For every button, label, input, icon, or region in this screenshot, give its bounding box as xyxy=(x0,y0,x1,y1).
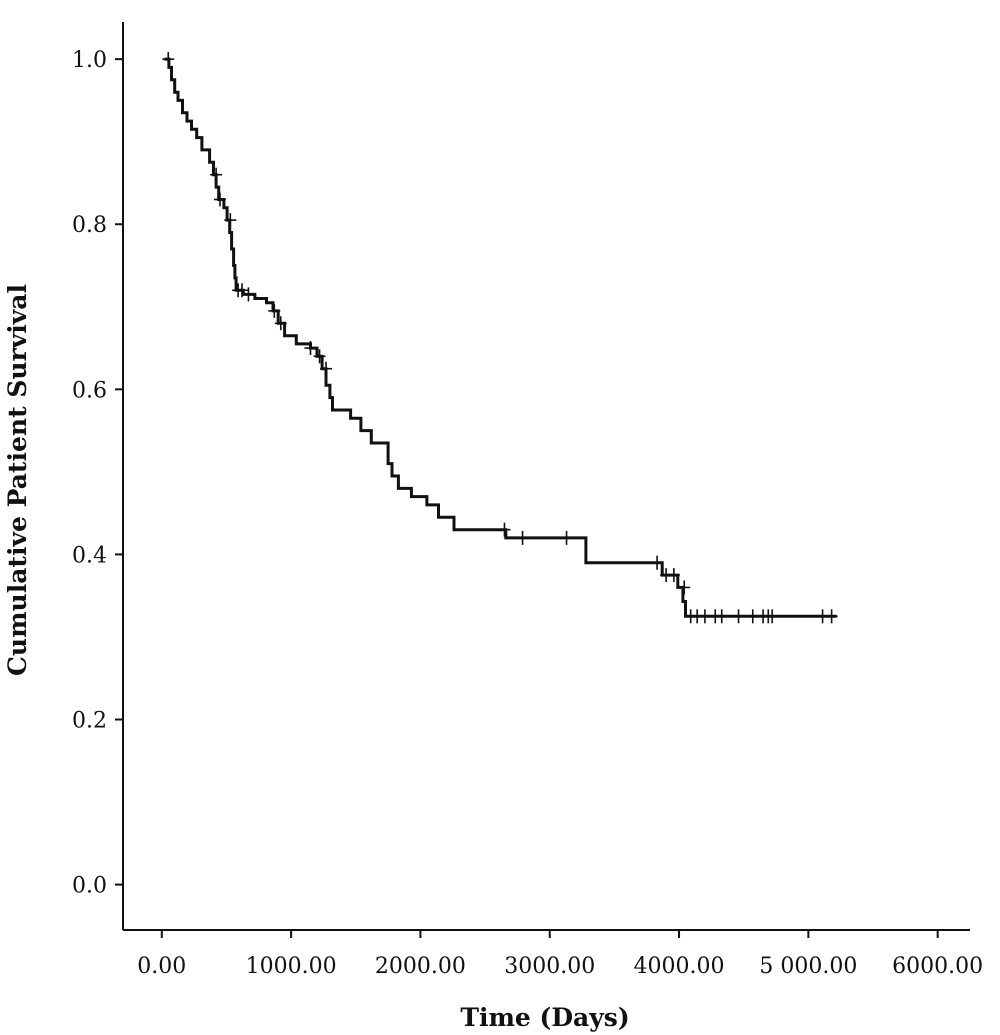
x-tick-label: 2000.00 xyxy=(375,954,466,979)
x-tick-label: 0.00 xyxy=(137,954,186,979)
y-axis-ticks: 0.0 0.2 0.4 0.6 0.8 1.0 xyxy=(72,48,123,899)
y-tick-label: 0.2 xyxy=(72,709,107,734)
censor-mark xyxy=(242,287,255,302)
censor-mark xyxy=(210,167,223,182)
x-tick-label: 3000.00 xyxy=(504,954,595,979)
censor-mark xyxy=(304,341,317,356)
y-tick-label: 0.0 xyxy=(72,874,107,899)
censor-mark xyxy=(320,361,333,376)
censor-mark xyxy=(825,609,838,624)
x-tick-label: 5 000.00 xyxy=(759,954,857,979)
censor-mark xyxy=(732,609,745,624)
censor-mark xyxy=(766,609,779,624)
censor-mark xyxy=(498,522,511,537)
censor-mark xyxy=(213,192,226,207)
censor-mark xyxy=(560,530,573,545)
censor-mark xyxy=(667,568,680,583)
censor-marks xyxy=(162,52,838,624)
censor-mark xyxy=(274,316,287,331)
survival-curve xyxy=(164,57,837,618)
censor-mark xyxy=(224,213,237,228)
x-axis-title: Time (Days) xyxy=(460,1003,629,1032)
y-axis-title: Cumulative Patient Survival xyxy=(3,284,32,676)
plot-area: 0.0 0.2 0.4 0.6 0.8 1.0 0.00 1000.00 2000.00 300… xyxy=(72,22,983,979)
censor-mark xyxy=(746,609,759,624)
x-axis-ticks: 0.00 1000.00 2000.00 3000.00 4000.00 5 000.00… xyxy=(137,930,983,979)
y-tick-label: 1.0 xyxy=(72,48,107,73)
censor-mark xyxy=(715,609,728,624)
censor-mark xyxy=(268,303,281,318)
censor-mark xyxy=(235,283,248,298)
x-tick-label: 1000.00 xyxy=(246,954,337,979)
x-tick-label: 4000.00 xyxy=(634,954,725,979)
censor-mark xyxy=(678,580,691,595)
y-tick-label: 0.6 xyxy=(72,378,107,403)
censor-mark xyxy=(313,349,326,364)
x-tick-label: 6000.00 xyxy=(892,954,983,979)
y-tick-label: 0.4 xyxy=(72,543,107,568)
censor-mark xyxy=(698,609,711,624)
y-tick-label: 0.8 xyxy=(72,213,107,238)
censor-mark xyxy=(516,530,529,545)
censor-mark xyxy=(162,52,175,67)
censor-mark xyxy=(651,555,664,570)
